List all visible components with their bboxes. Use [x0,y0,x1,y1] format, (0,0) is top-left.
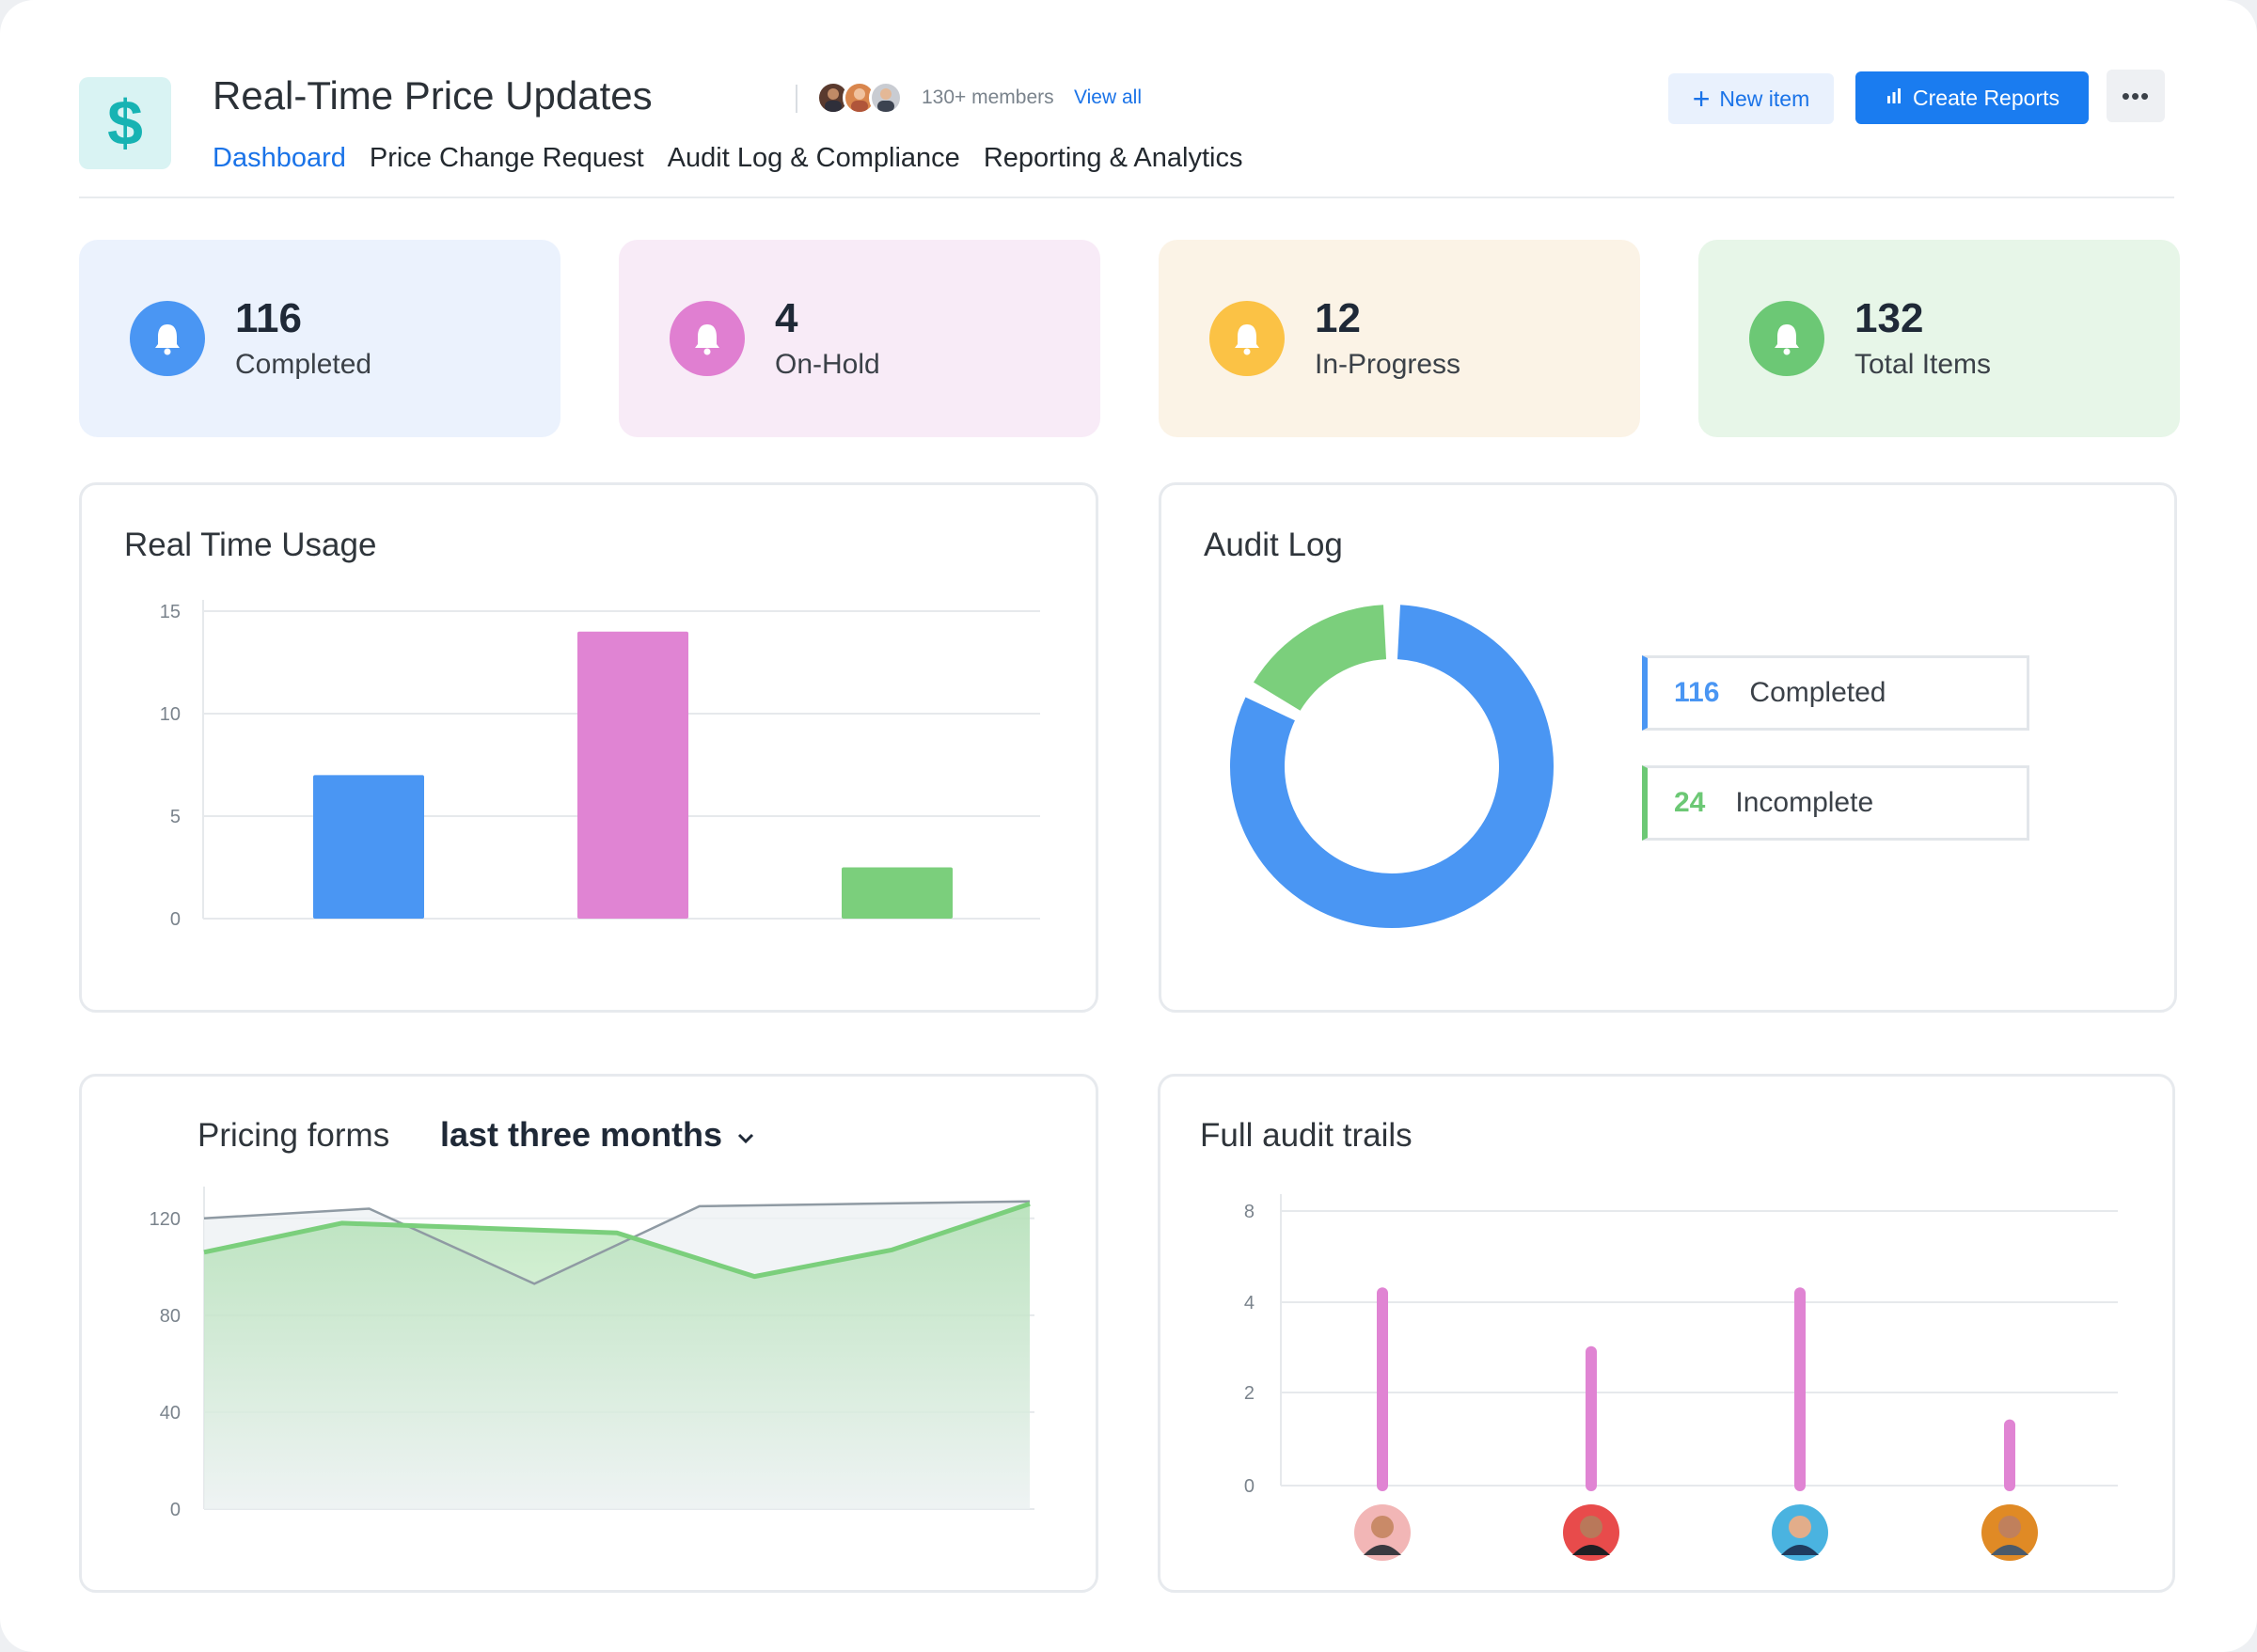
avatar [1981,1504,2038,1561]
bar[interactable] [842,867,953,920]
series-area [204,1204,1030,1509]
new-item-label: New item [1719,86,1810,111]
y-tick-label: 40 [160,1403,181,1424]
stat-card-total-items[interactable]: 132 Total Items [1698,240,2180,437]
create-reports-label: Create Reports [1913,85,2060,110]
bell-icon [1209,301,1285,376]
bar-chart-icon [1885,86,1903,111]
stat-card-on-hold[interactable]: 4 On-Hold [619,240,1100,437]
stat-value: 12 [1315,294,1361,341]
avatar [1772,1504,1828,1561]
audit-log-donut-chart [1230,605,1554,928]
panel-title: Full audit trails [1200,1117,1413,1154]
legend-value: 24 [1674,787,1706,818]
y-tick-label: 80 [160,1306,181,1327]
page-title: Real-Time Price Updates [213,73,653,118]
y-tick-label: 15 [160,602,181,622]
bell-icon [1749,301,1824,376]
avatar [869,81,903,115]
pricing-forms-area-chart: 0 40 80 120 [150,1187,1034,1520]
series-line[interactable] [203,1200,1031,1285]
tab-price-change-request[interactable]: Price Change Request [369,143,644,173]
y-tick-label: 4 [1244,1293,1255,1314]
legend-item-completed: 116 Completed [1642,655,2029,731]
dollar-icon: $ [107,87,143,159]
donut-slice[interactable] [1230,605,1554,928]
legend-label: Incomplete [1735,787,1874,818]
new-item-button[interactable]: + New item [1668,73,1834,124]
header-divider-line [79,197,2174,198]
y-tick-label: 8 [1244,1202,1255,1222]
members-count: 130+ members [922,87,1054,108]
more-options-button[interactable]: ••• [2107,70,2165,122]
period-dropdown[interactable]: last three months [440,1115,756,1155]
stat-label: Completed [235,349,372,381]
stat-value: 132 [1855,294,1924,341]
period-selected: last three months [440,1115,723,1154]
bar[interactable] [577,631,688,919]
tab-dashboard[interactable]: Dashboard [213,143,346,173]
create-reports-button[interactable]: Create Reports [1855,71,2089,124]
avatar [1354,1504,1411,1561]
stat-label: Total Items [1855,349,1992,381]
plus-icon: + [1692,82,1711,116]
full-audit-trails-chart: 0 2 4 8 [1244,1194,2118,1561]
real-time-usage-chart: 0 5 10 15 [160,600,1040,930]
view-all-link[interactable]: View all [1074,87,1142,108]
legend-item-incomplete: 24 Incomplete [1642,765,2029,841]
chevron-down-icon [738,1133,754,1144]
legend-value: 116 [1674,677,1720,708]
nav-tabs: Dashboard Price Change Request Audit Log… [213,143,1242,174]
stat-card-in-progress[interactable]: 12 In-Progress [1159,240,1640,437]
y-tick-label: 0 [170,1500,181,1520]
header-divider [796,85,797,113]
y-tick-label: 0 [1244,1476,1255,1497]
y-tick-label: 5 [170,807,181,827]
donut-slice[interactable] [1254,605,1387,712]
stat-card-completed[interactable]: 116 Completed [79,240,560,437]
stat-value: 4 [775,294,798,341]
panel-title: Pricing forms [197,1117,390,1154]
panel-title: Real Time Usage [124,527,377,563]
bar[interactable] [313,775,424,919]
member-avatars[interactable] [816,81,903,115]
audit-log-panel [1159,482,2177,1013]
y-tick-label: 2 [1244,1383,1255,1404]
stat-value: 116 [235,294,302,341]
tab-audit-log-compliance[interactable]: Audit Log & Compliance [667,143,960,173]
y-tick-label: 120 [150,1209,181,1230]
bell-icon [670,301,745,376]
avatar [1563,1504,1619,1561]
bell-icon [130,301,205,376]
stat-label: On-Hold [775,349,880,381]
panel-title: Audit Log [1204,527,1343,563]
app-logo: $ [79,77,171,169]
y-tick-label: 10 [160,704,181,725]
series-line[interactable] [203,1201,1031,1280]
more-icon: ••• [2121,81,2151,110]
legend-label: Completed [1749,677,1886,708]
stat-label: In-Progress [1315,349,1461,381]
tab-reporting-analytics[interactable]: Reporting & Analytics [983,143,1243,173]
y-tick-label: 0 [170,909,181,930]
